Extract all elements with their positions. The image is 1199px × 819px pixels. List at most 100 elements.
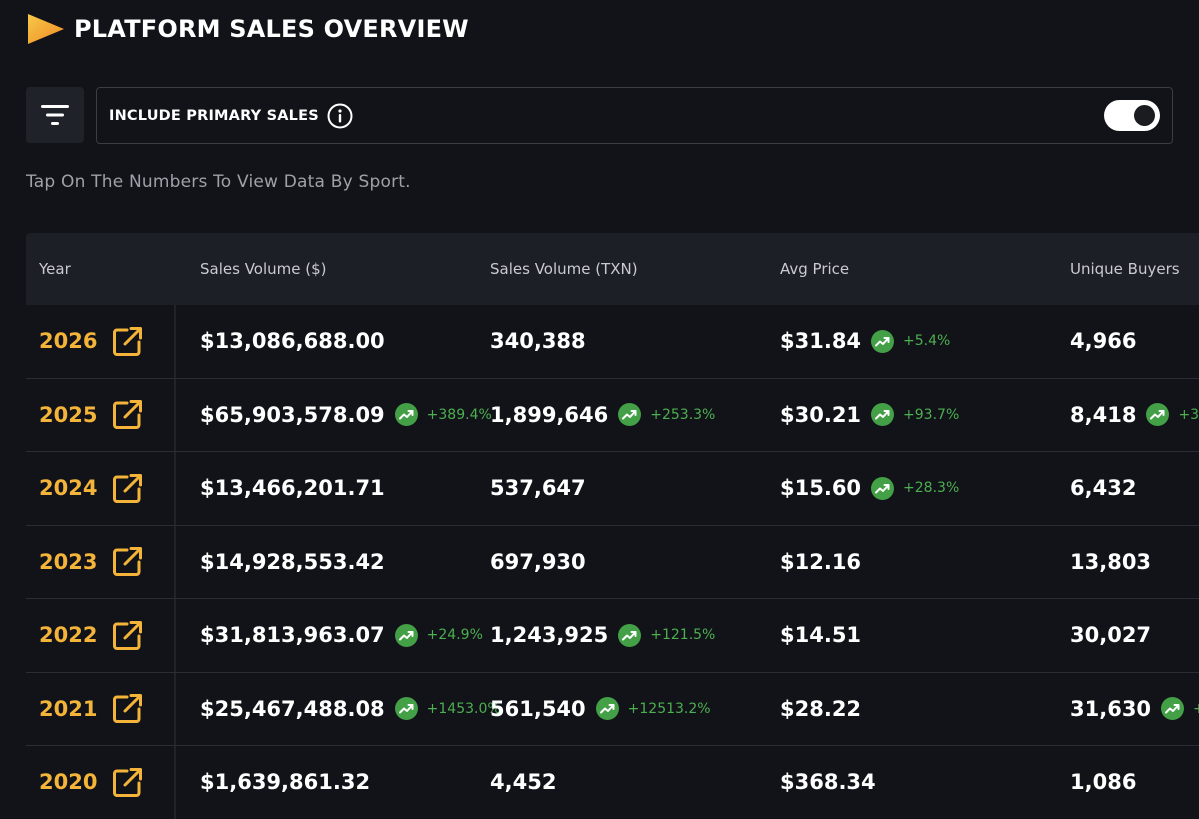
- column-header-sales-usd: Sales Volume ($): [200, 260, 327, 278]
- external-link-icon[interactable]: [111, 325, 144, 358]
- sales-usd-cell[interactable]: $14,928,553.42: [200, 526, 385, 599]
- cell-value[interactable]: $13,086,688.00: [200, 329, 385, 354]
- trending-up-icon: [394, 697, 418, 721]
- table-row: 2020 $1,639,861.32 4,452 $368.34 1,086: [26, 746, 1199, 819]
- toggle-label: INCLUDE PRIMARY SALES: [109, 107, 319, 124]
- external-link-icon[interactable]: [111, 545, 144, 578]
- year-label[interactable]: 2020: [39, 770, 98, 795]
- external-link-icon[interactable]: [111, 398, 144, 431]
- year-label[interactable]: 2025: [39, 402, 98, 427]
- year-cell[interactable]: 2020: [26, 746, 176, 819]
- cell-value[interactable]: $28.22: [780, 696, 862, 721]
- sales-txn-cell[interactable]: 1,899,646 +253.3%: [490, 379, 715, 452]
- cell-value[interactable]: $31.84: [780, 329, 862, 354]
- sales-txn-cell[interactable]: 4,452: [490, 746, 556, 819]
- cell-value[interactable]: $368.34: [780, 770, 876, 795]
- external-link-icon[interactable]: [111, 472, 144, 505]
- year-cell[interactable]: 2021: [26, 672, 176, 745]
- avg-price-cell[interactable]: $15.60 +28.3%: [780, 452, 959, 525]
- cell-value[interactable]: $15.60: [780, 476, 862, 501]
- sales-usd-cell[interactable]: $65,903,578.09 +389.4%: [200, 379, 492, 452]
- filter-icon: [41, 105, 69, 125]
- avg-price-cell[interactable]: $14.51: [780, 599, 861, 672]
- cell-value[interactable]: 6,432: [1070, 476, 1137, 501]
- filter-button[interactable]: [26, 87, 84, 143]
- cell-value[interactable]: 537,647: [490, 476, 586, 501]
- year-label[interactable]: 2024: [39, 476, 98, 501]
- cell-value[interactable]: 697,930: [490, 549, 586, 574]
- include-primary-sales-toggle[interactable]: [1104, 100, 1160, 131]
- sales-usd-cell[interactable]: $25,467,488.08 +1453.0%: [200, 673, 501, 746]
- cell-value[interactable]: $14,928,553.42: [200, 549, 385, 574]
- unique-buyers-cell[interactable]: 13,803: [1070, 526, 1151, 599]
- table-row: 2025 $65,903,578.09 +389.4% 1,899,646 +253.3…: [26, 378, 1199, 452]
- unique-buyers-cell[interactable]: 4,966: [1070, 305, 1136, 378]
- sales-usd-cell[interactable]: $13,466,201.71: [200, 452, 385, 525]
- external-link-icon[interactable]: [111, 766, 144, 799]
- trending-up-icon: [394, 403, 418, 427]
- cell-value[interactable]: 561,540: [490, 696, 586, 721]
- unique-buyers-cell[interactable]: 8,418 +30.: [1070, 379, 1199, 452]
- cell-value[interactable]: $25,467,488.08: [200, 696, 385, 721]
- sales-txn-cell[interactable]: 561,540 +12513.2%: [490, 673, 711, 746]
- cell-value[interactable]: 1,899,646: [490, 402, 609, 427]
- cell-value[interactable]: $12.16: [780, 549, 862, 574]
- trending-up-icon: [618, 403, 642, 427]
- table-header: Year Sales Volume ($) Sales Volume (TXN)…: [26, 233, 1199, 305]
- external-link-icon[interactable]: [111, 619, 144, 652]
- table-body: 2026 $13,086,688.00 340,388 $31.84 +5.4% 4,96…: [26, 305, 1199, 819]
- sales-usd-cell[interactable]: $1,639,861.32: [200, 746, 370, 819]
- sales-usd-cell[interactable]: $13,086,688.00: [200, 305, 385, 378]
- avg-price-cell[interactable]: $368.34: [780, 746, 876, 819]
- unique-buyers-cell[interactable]: 30,027: [1070, 599, 1151, 672]
- change-percent: +2: [1193, 700, 1199, 717]
- cell-value[interactable]: 4,452: [490, 770, 557, 795]
- year-label[interactable]: 2023: [39, 549, 98, 574]
- trend-badge: +253.3%: [618, 403, 715, 427]
- play-logo-icon: [28, 14, 64, 44]
- trend-badge: +30.: [1146, 403, 1199, 427]
- unique-buyers-cell[interactable]: 1,086: [1070, 746, 1136, 819]
- avg-price-cell[interactable]: $12.16: [780, 526, 861, 599]
- year-cell[interactable]: 2025: [26, 378, 176, 451]
- cell-value[interactable]: 340,388: [490, 329, 586, 354]
- sales-txn-cell[interactable]: 1,243,925 +121.5%: [490, 599, 715, 672]
- cell-value[interactable]: 1,243,925: [490, 623, 609, 648]
- sales-txn-cell[interactable]: 537,647: [490, 452, 586, 525]
- cell-value[interactable]: 30,027: [1070, 623, 1152, 648]
- unique-buyers-cell[interactable]: 31,630 +2: [1070, 673, 1199, 746]
- trend-badge: +5.4%: [871, 329, 950, 353]
- cell-value[interactable]: $31,813,963.07: [200, 623, 385, 648]
- year-label[interactable]: 2021: [39, 696, 98, 721]
- change-percent: +121.5%: [650, 627, 716, 644]
- external-link-icon[interactable]: [111, 692, 144, 725]
- year-label[interactable]: 2026: [39, 329, 98, 354]
- change-percent: +1453.0%: [426, 700, 501, 717]
- toggle-knob: [1134, 105, 1155, 126]
- avg-price-cell[interactable]: $28.22: [780, 673, 861, 746]
- year-label[interactable]: 2022: [39, 623, 98, 648]
- info-icon[interactable]: [327, 103, 353, 129]
- cell-value[interactable]: 13,803: [1070, 549, 1152, 574]
- trending-up-icon: [871, 476, 895, 500]
- year-cell[interactable]: 2023: [26, 525, 176, 598]
- sales-txn-cell[interactable]: 697,930: [490, 526, 586, 599]
- cell-value[interactable]: 1,086: [1070, 770, 1137, 795]
- sales-usd-cell[interactable]: $31,813,963.07 +24.9%: [200, 599, 483, 672]
- year-cell[interactable]: 2024: [26, 452, 176, 525]
- include-primary-sales-box: INCLUDE PRIMARY SALES: [96, 87, 1173, 144]
- sales-txn-cell[interactable]: 340,388: [490, 305, 586, 378]
- cell-value[interactable]: $65,903,578.09: [200, 402, 385, 427]
- cell-value[interactable]: 4,966: [1070, 329, 1137, 354]
- year-cell[interactable]: 2026: [26, 305, 176, 378]
- cell-value[interactable]: $14.51: [780, 623, 862, 648]
- cell-value[interactable]: 31,630: [1070, 696, 1152, 721]
- avg-price-cell[interactable]: $30.21 +93.7%: [780, 379, 959, 452]
- cell-value[interactable]: 8,418: [1070, 402, 1137, 427]
- avg-price-cell[interactable]: $31.84 +5.4%: [780, 305, 950, 378]
- cell-value[interactable]: $1,639,861.32: [200, 770, 371, 795]
- cell-value[interactable]: $13,466,201.71: [200, 476, 385, 501]
- year-cell[interactable]: 2022: [26, 599, 176, 672]
- unique-buyers-cell[interactable]: 6,432: [1070, 452, 1136, 525]
- cell-value[interactable]: $30.21: [780, 402, 862, 427]
